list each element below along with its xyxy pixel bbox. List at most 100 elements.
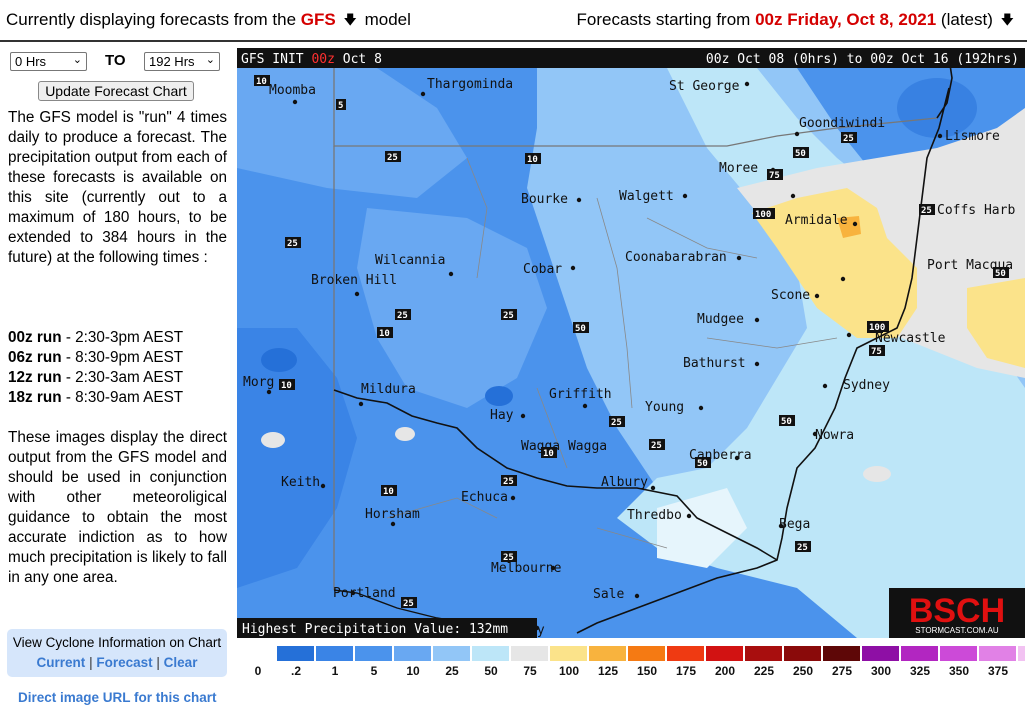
legend-value-label: 225 <box>754 664 774 678</box>
state-border <box>333 389 778 561</box>
place-dot <box>846 332 852 338</box>
place-dot <box>420 91 426 97</box>
place-label: Horsham <box>365 507 420 522</box>
from-hours-value: 0 Hrs <box>15 54 47 69</box>
usage-description: These images display the direct output f… <box>8 429 227 586</box>
legend-value-label: 375 <box>988 664 1008 678</box>
precip-area <box>967 278 1025 368</box>
place-dot <box>576 197 582 203</box>
place-label: Bathurst <box>683 356 746 371</box>
contour-label: 25 <box>397 311 408 321</box>
contour-label-box <box>395 309 411 320</box>
place-dot <box>570 265 576 271</box>
place-label: Thargominda <box>427 77 513 92</box>
contour-label: 25 <box>921 206 932 216</box>
place-dot <box>650 485 656 491</box>
contour-label-box <box>993 267 1009 278</box>
place-dot <box>744 81 750 87</box>
contour-label-box <box>381 485 397 496</box>
bsch-logo-subtext: STORMCAST.COM.AU <box>915 626 999 635</box>
contour-label: 10 <box>543 449 554 459</box>
contour-label-box <box>793 147 809 158</box>
direct-image-link[interactable]: Direct image URL for this chart <box>18 690 217 705</box>
place-dot <box>358 401 364 407</box>
contour-label: 25 <box>651 441 662 451</box>
legend-swatch <box>745 646 782 661</box>
contour-label: 50 <box>781 417 792 427</box>
update-forecast-button[interactable]: Update Forecast Chart <box>38 81 194 101</box>
place-dot <box>448 271 454 277</box>
legend-value-label: .2 <box>291 664 301 678</box>
legend-swatch <box>589 646 626 661</box>
contour-label-box <box>869 345 885 356</box>
map-range-label: 00z Oct 08 (0hrs) to 00z Oct 16 (192hrs) <box>706 52 1019 67</box>
place-labels: Moomba Thargominda St George Goondiwindi Lis… <box>243 77 1015 638</box>
precip-area <box>357 208 547 408</box>
down-arrow-icon[interactable]: 🡇 <box>343 12 357 27</box>
precipitation-map[interactable]: GFS INIT 00z Oct 8 00z Oct 08 (0hrs) to … <box>237 48 1025 638</box>
contour-label-box <box>767 169 783 180</box>
to-hours-select[interactable]: 192 Hrs ⌄ <box>144 52 220 71</box>
top-bar: Currently displaying forecasts from the … <box>0 0 1027 42</box>
cyclone-title: View Cyclone Information on Chart <box>12 635 222 650</box>
legend-swatch <box>433 646 470 661</box>
place-label: Moomba <box>269 83 316 98</box>
legend-value-label: 5 <box>371 664 378 678</box>
contour-label-box <box>501 551 517 562</box>
place-dot <box>822 383 828 389</box>
separator: | <box>89 655 93 670</box>
contour-label-box <box>867 321 889 332</box>
place-dot <box>734 455 740 461</box>
down-arrow-icon[interactable]: 🡇 <box>1000 12 1014 27</box>
district-boundary <box>386 157 838 549</box>
place-dot <box>736 255 742 261</box>
precip-area <box>897 78 977 138</box>
precip-area <box>863 466 891 482</box>
highest-value-label: Highest Precipitation Value: 132mm <box>242 622 508 637</box>
place-dot <box>390 521 396 527</box>
run-item: 06z run - 8:30-9pm AEST <box>8 349 184 366</box>
place-label: Cobar <box>523 262 562 277</box>
cyclone-forecast-link[interactable]: Forecast <box>96 655 153 670</box>
precipitation-legend: 0 .2 1 5 10 25 50 75 100 125 150 175 200 225 250 275 300… <box>237 644 1027 706</box>
chevron-down-icon: ⌄ <box>72 54 82 66</box>
cyclone-clear-link[interactable]: Clear <box>163 655 198 670</box>
place-label: Goondiwindi <box>799 116 885 131</box>
place-label: Young <box>645 400 684 415</box>
place-dot <box>754 317 760 323</box>
contour-label: 50 <box>795 149 806 159</box>
legend-swatch <box>706 646 743 661</box>
precip-area <box>752 188 917 338</box>
contour-label: 10 <box>383 487 394 497</box>
cyclone-current-link[interactable]: Current <box>36 655 86 670</box>
bsch-logo <box>889 588 1025 638</box>
place-label: Scone <box>771 288 810 303</box>
contour-label-box <box>841 132 857 143</box>
place-dot <box>840 276 846 282</box>
place-dot <box>292 99 298 105</box>
model-info: Currently displaying forecasts from the … <box>6 10 411 33</box>
model-selector[interactable]: GFS <box>300 10 336 29</box>
contour-label-box <box>401 597 417 608</box>
legend-swatch <box>628 646 665 661</box>
contour-label: 10 <box>256 77 267 87</box>
contour-label: 100 <box>869 323 885 333</box>
legend-value-label: 275 <box>832 664 852 678</box>
place-label: Walgett <box>619 189 674 204</box>
place-dot <box>682 193 688 199</box>
legend-swatch <box>550 646 587 661</box>
place-label: Armidale <box>785 213 848 228</box>
contour-label: 10 <box>281 381 292 391</box>
run-item: 00z run - 2:30-3pm AEST <box>8 329 184 346</box>
contour-label-box <box>541 447 557 458</box>
place-dot <box>754 361 760 367</box>
from-hours-select[interactable]: 0 Hrs ⌄ <box>10 52 87 71</box>
start-selector[interactable]: 00z Friday, Oct 8, 2021 <box>755 10 937 29</box>
place-label: Coonabarabran <box>625 250 727 265</box>
contour-label: 25 <box>503 311 514 321</box>
place-dot <box>812 431 818 437</box>
precip-area <box>837 216 861 238</box>
place-dot <box>778 523 784 529</box>
place-label: Bourke <box>521 192 568 207</box>
contour-label-box <box>501 309 517 320</box>
